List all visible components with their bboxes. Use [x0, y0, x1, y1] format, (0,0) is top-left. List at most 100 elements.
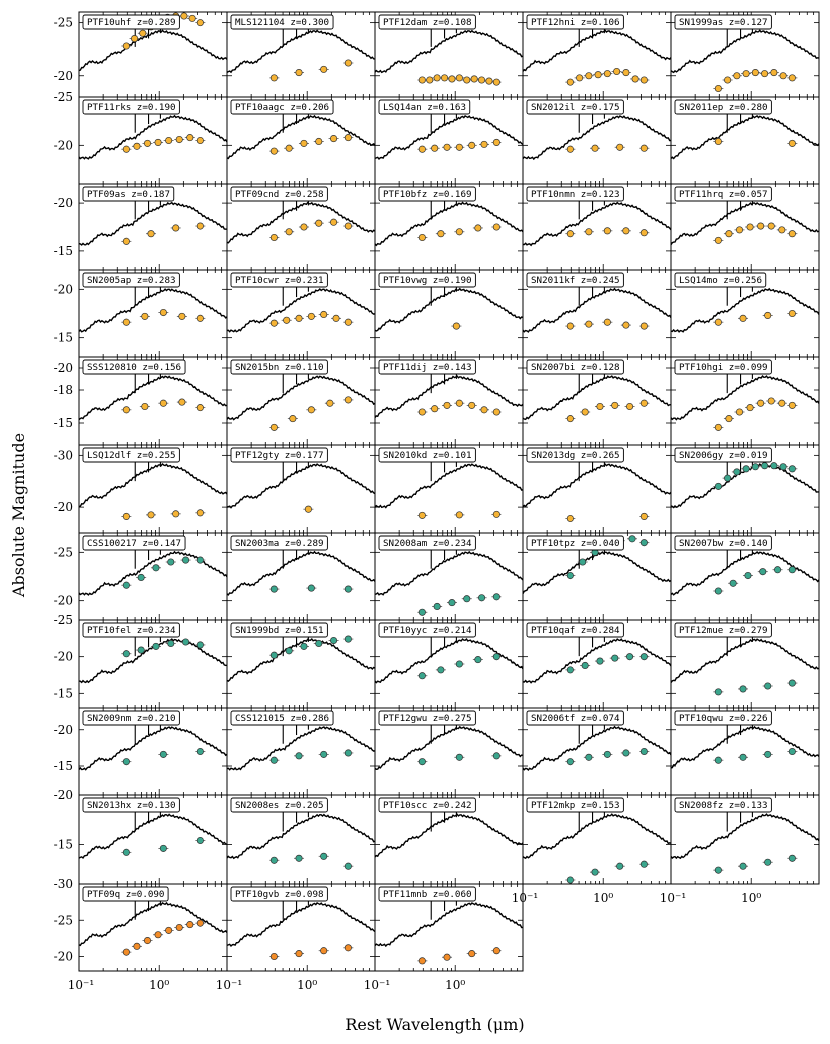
- photometry-point: [492, 510, 500, 518]
- panel-label: SSS120810 z=0.156: [87, 362, 181, 373]
- sed-template-line: [374, 375, 524, 418]
- panel-label: LSQ14mo z=0.256: [679, 275, 762, 286]
- sed-panel: CSS121015 z=0.286: [226, 707, 376, 796]
- photometry-point: [566, 571, 574, 580]
- photometry-point: [714, 423, 722, 431]
- panel-label-box: [674, 797, 772, 813]
- photometry-point: [751, 69, 759, 77]
- photometry-point: [315, 137, 323, 146]
- panel-label: SN2008fz z=0.133: [679, 800, 768, 811]
- photometry-point: [295, 69, 303, 77]
- panel-label-box: [674, 710, 772, 726]
- sed-panel: PTF10hgi z=0.099: [670, 356, 820, 446]
- sed-template-line: [226, 201, 376, 244]
- sed-template-line: [226, 375, 376, 421]
- sed-panel: PTF12gwu z=0.275: [374, 707, 524, 796]
- photometry-point: [307, 584, 315, 592]
- sed-template-line: [226, 114, 376, 160]
- photometry-point: [270, 585, 278, 593]
- photometry-point: [300, 223, 308, 231]
- photometry-point: [326, 399, 334, 407]
- photometry-point: [714, 688, 722, 696]
- panel-label-box: [674, 447, 772, 463]
- photometry-point: [566, 78, 574, 86]
- x-tick-label: 10⁻¹: [68, 978, 94, 992]
- sed-template-line: [78, 901, 228, 947]
- panel-label: PTF10qaf z=0.284: [531, 625, 620, 636]
- y-tick-label: -30: [54, 448, 73, 462]
- sed-panel: -20 -15 SN2009nm z=0.210: [54, 707, 228, 796]
- sed-template-line: [78, 375, 228, 421]
- panel-label: SN2008am z=0.234: [383, 538, 472, 549]
- photometry-point: [344, 585, 352, 593]
- photometry-point: [315, 639, 323, 648]
- panel-label: PTF09q z=0.090: [87, 889, 164, 900]
- photometry-point: [778, 399, 786, 407]
- sed-template-line: [522, 375, 672, 421]
- x-axis-label: Rest Wavelength (μm): [345, 1015, 524, 1034]
- photometry-point: [566, 415, 574, 423]
- photometry-point: [418, 233, 426, 242]
- photometry-point: [455, 511, 463, 519]
- photometry-point: [182, 556, 190, 564]
- photometry-point: [320, 750, 328, 758]
- sed-template-line: [226, 29, 376, 74]
- sed-template-line: [522, 813, 672, 860]
- photometry-point: [788, 139, 796, 147]
- photometry-point: [742, 465, 750, 473]
- sed-panel: -25 -20 CSS100217 z=0.147: [54, 532, 228, 621]
- photometry-point: [122, 318, 130, 326]
- photometry-point: [746, 404, 754, 412]
- panel-label: SN2012il z=0.175: [531, 102, 620, 113]
- photometry-point: [478, 76, 486, 84]
- photometry-point: [122, 42, 130, 50]
- photometry-point: [468, 950, 476, 958]
- sed-panel: SN2015bn z=0.110: [226, 356, 376, 446]
- panel-label-box: [674, 272, 767, 288]
- panel-label: PTF12dam z=0.108: [383, 17, 472, 28]
- sed-template-line: [522, 463, 672, 508]
- panel-label: PTF12mue z=0.279: [679, 625, 768, 636]
- x-tick-label: 10⁰: [741, 891, 761, 905]
- photometry-point: [788, 74, 796, 82]
- x-tick-label: 10⁻¹: [512, 891, 538, 905]
- panel-label: SN1999bd z=0.151: [235, 625, 324, 636]
- photometry-point: [307, 312, 315, 320]
- photometry-point: [739, 685, 747, 693]
- photometry-point: [770, 462, 778, 470]
- panel-label: PTF10qwu z=0.226: [679, 713, 768, 724]
- photometry-point: [122, 237, 130, 245]
- sed-template-line: [226, 550, 376, 596]
- sed-template-line: [226, 287, 376, 333]
- panel-label-box: [378, 272, 476, 288]
- panel-label-box: [82, 99, 180, 115]
- photometry-point: [724, 76, 732, 84]
- photometry-point: [622, 749, 630, 757]
- sed-template-line: [374, 114, 524, 161]
- photometry-point: [640, 76, 648, 84]
- photometry-point: [122, 145, 130, 153]
- sed-panel: PTF10scc z=0.242: [374, 794, 524, 885]
- photometry-point: [196, 836, 204, 845]
- sed-panel: -25 -20 PTF10uhf z=0.289: [54, 11, 228, 98]
- photometry-point: [133, 142, 141, 150]
- sed-panel: SN2007bw z=0.140: [670, 532, 820, 621]
- photometry-point: [585, 320, 593, 328]
- photometry-point: [270, 756, 278, 764]
- photometry-point: [320, 852, 328, 860]
- photometry-point: [764, 311, 772, 319]
- y-tick-label: -20: [54, 282, 73, 296]
- photometry-point: [735, 408, 744, 416]
- y-tick-label: -20: [54, 196, 73, 210]
- panel-label-box: [526, 710, 624, 726]
- photometry-point: [714, 137, 722, 146]
- sed-panel: -20 -15 SN2005ap z=0.283: [54, 269, 228, 358]
- photometry-point: [431, 144, 439, 152]
- photometry-point: [640, 860, 648, 868]
- panel-label: CSS100217 z=0.147: [87, 538, 181, 549]
- y-tick-label: -30: [54, 877, 73, 891]
- photometry-point: [640, 322, 648, 330]
- photometry-point: [295, 752, 303, 760]
- photometry-point: [418, 408, 426, 416]
- photometry-point: [761, 462, 769, 470]
